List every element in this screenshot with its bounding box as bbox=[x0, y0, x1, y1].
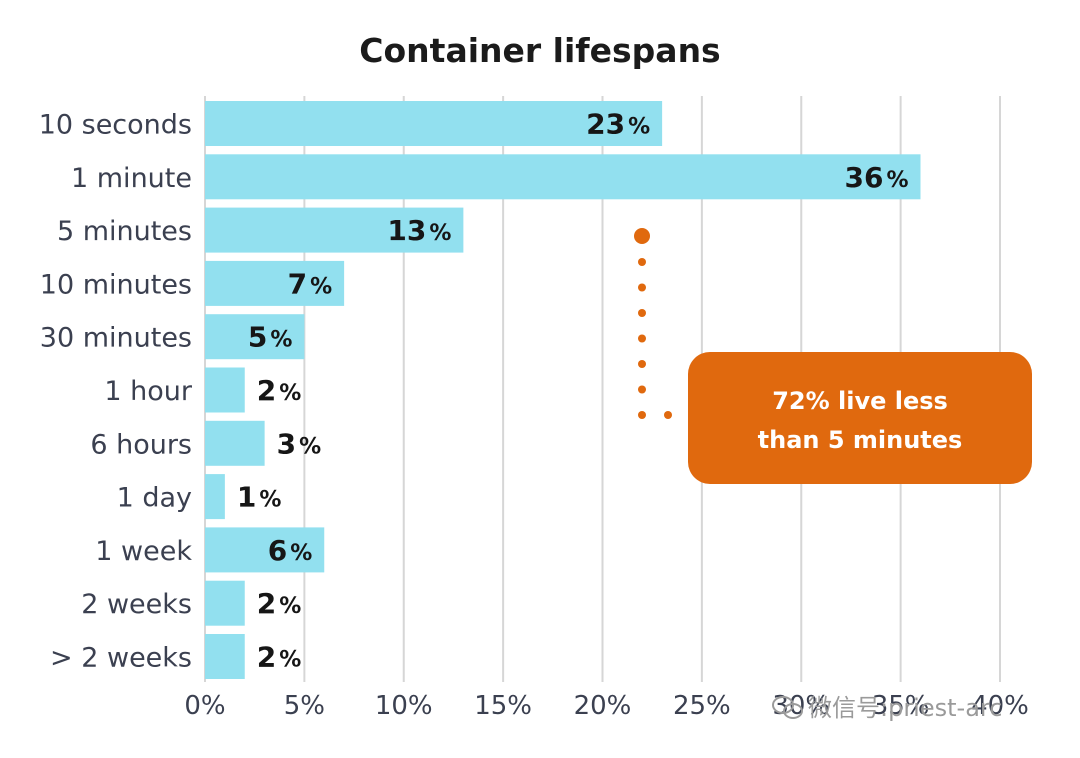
bar bbox=[205, 367, 245, 413]
callout-dot bbox=[638, 258, 646, 266]
x-tick-label: 0% bbox=[184, 691, 225, 721]
value-labels: 23 % 36 % 13 % 7 % 5 % 2 % 3 % 1 % 6 % 2 % 2% bbox=[237, 108, 909, 674]
value-label: 5% bbox=[248, 321, 293, 354]
watermark-text: 微信号:priest-arc bbox=[808, 694, 1003, 722]
bar bbox=[205, 634, 245, 679]
value-label: 6% bbox=[268, 534, 313, 567]
callout-dotted-connector bbox=[634, 228, 672, 419]
callout-anchor-dot bbox=[634, 228, 650, 244]
category-label: 2 weeks bbox=[81, 589, 192, 620]
callout-line-1: 72% live less bbox=[772, 387, 948, 415]
x-tick-label: 25% bbox=[673, 691, 731, 721]
bar bbox=[205, 101, 663, 146]
callout-line-2: than 5 minutes bbox=[758, 426, 963, 454]
x-tick-label: 5% bbox=[284, 691, 325, 721]
callout-dot bbox=[638, 283, 646, 292]
bar bbox=[205, 207, 464, 253]
category-label: 10 seconds bbox=[39, 110, 192, 141]
category-label: 1 minute bbox=[71, 163, 192, 194]
category-label: 30 minutes bbox=[40, 323, 192, 354]
bar bbox=[205, 527, 325, 573]
x-tick-label: 35% bbox=[872, 691, 930, 721]
bar bbox=[205, 420, 265, 466]
value-label: 2% bbox=[257, 374, 302, 407]
x-tick-label: 20% bbox=[574, 691, 632, 721]
category-label: 5 minutes bbox=[57, 216, 192, 247]
watermark: 微信号:priest-arc bbox=[772, 688, 1002, 723]
value-label: 2% bbox=[257, 641, 302, 674]
x-tick-label: 15% bbox=[474, 691, 532, 721]
value-label: 23% bbox=[586, 108, 650, 141]
value-label: 36% bbox=[844, 161, 908, 194]
category-label: 1 hour bbox=[104, 376, 193, 407]
wechat-icon bbox=[772, 694, 803, 719]
value-label: 2% bbox=[257, 587, 302, 620]
callout-dot bbox=[638, 309, 646, 317]
bar bbox=[205, 580, 245, 626]
category-labels: 10 seconds 1 minute 5 minutes 10 minutes 30 … bbox=[39, 110, 193, 674]
category-label: > 2 weeks bbox=[50, 643, 192, 674]
category-label: 6 hours bbox=[90, 429, 192, 460]
bar bbox=[205, 474, 225, 520]
bar bbox=[205, 154, 921, 200]
callout-dot bbox=[638, 385, 646, 394]
x-tick-label: 10% bbox=[375, 691, 433, 721]
value-label: 3% bbox=[277, 427, 322, 460]
chart-title: Container lifespans bbox=[359, 31, 720, 70]
bar bbox=[205, 260, 345, 306]
value-label: 1% bbox=[237, 481, 282, 514]
callout-dot bbox=[664, 411, 672, 419]
callout-dot bbox=[638, 360, 646, 368]
category-label: 1 day bbox=[117, 483, 192, 514]
category-label: 10 minutes bbox=[40, 269, 192, 300]
x-tick-label: 40% bbox=[971, 691, 1029, 721]
callout-dot bbox=[638, 334, 646, 343]
value-label: 7% bbox=[288, 267, 333, 300]
x-axis-ticks: 0% 5% 10% 15% 20% 25% 30% 35% 40% bbox=[184, 691, 1029, 721]
value-label: 13% bbox=[387, 214, 451, 247]
annotation-callout: 72% live less than 5 minutes bbox=[634, 228, 1032, 484]
callout-dot bbox=[638, 411, 646, 419]
category-label: 1 week bbox=[95, 536, 192, 567]
bar bbox=[205, 314, 305, 360]
bars bbox=[205, 101, 921, 679]
callout-box bbox=[688, 352, 1032, 484]
